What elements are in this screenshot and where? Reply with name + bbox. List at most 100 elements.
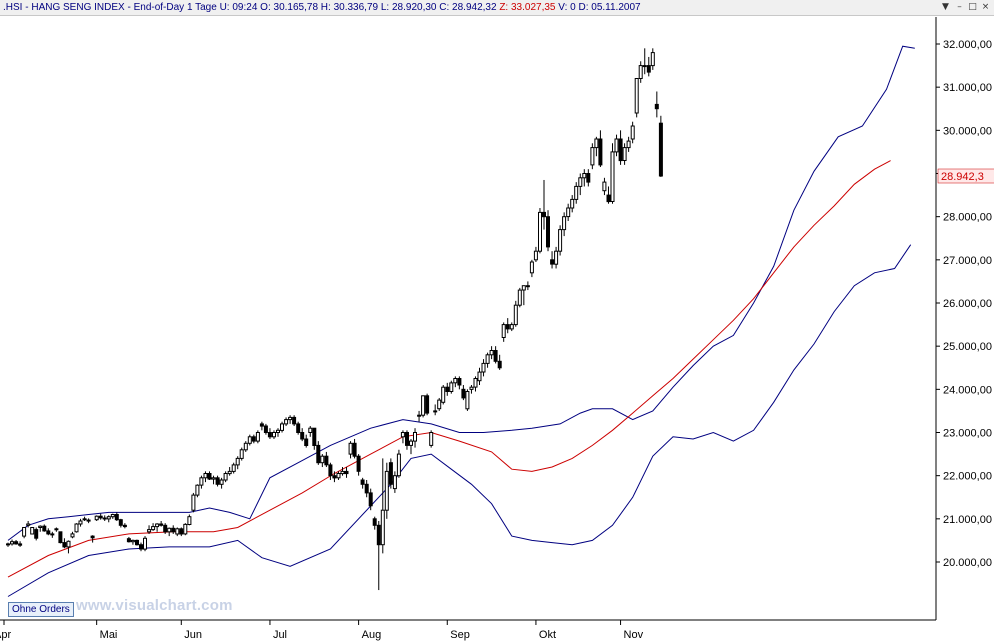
candle — [82, 516, 87, 521]
candle — [110, 513, 115, 519]
candle — [255, 430, 260, 444]
last-price-label: 28.942,3 — [941, 171, 984, 183]
candle-body-down — [332, 475, 337, 479]
y-tick-label: 31.000,00 — [943, 82, 992, 94]
candle-body-up — [433, 410, 438, 413]
candle — [485, 352, 490, 368]
candle-body-up — [409, 440, 413, 446]
candle-body-down — [263, 425, 268, 433]
y-tick-label: 20.000,00 — [943, 557, 992, 569]
candle — [400, 430, 405, 444]
candle-body-up — [130, 539, 135, 543]
candle-body-up — [94, 515, 99, 521]
candle — [429, 430, 434, 448]
candle — [538, 208, 542, 254]
candle-body-up — [429, 432, 434, 446]
candle-body-up — [22, 527, 27, 537]
candle-body-up — [453, 378, 458, 384]
candle-body-up — [203, 473, 208, 479]
candle — [340, 467, 345, 476]
candle — [143, 536, 147, 552]
y-tick-label: 23.000,00 — [943, 428, 992, 440]
candle — [38, 525, 43, 532]
candle — [574, 182, 579, 204]
x-tick-label: Aug — [362, 629, 382, 641]
candle — [501, 322, 506, 342]
candle — [332, 471, 337, 483]
candle-body-up — [384, 470, 389, 511]
candle-body-up — [320, 455, 325, 464]
candle-body-down — [292, 416, 297, 425]
candle-body-down — [493, 350, 498, 362]
candle-body-up — [477, 371, 482, 382]
y-tick-label: 22.000,00 — [943, 471, 992, 483]
candle-body-up — [525, 285, 530, 288]
candle-body-up — [650, 52, 655, 67]
candle-body-down — [312, 427, 317, 447]
candle-body-up — [574, 185, 579, 200]
candle-body-up — [336, 473, 341, 479]
candle — [243, 441, 248, 452]
candle-body-down — [135, 539, 139, 546]
candle-body-down — [316, 444, 321, 464]
candle-body-up — [469, 386, 474, 390]
minimize-icon[interactable]: – — [957, 2, 962, 12]
candle-body-up — [255, 432, 260, 442]
menu-dropdown-icon[interactable]: ▼ — [942, 2, 949, 12]
candle — [30, 527, 35, 535]
candle-body-up — [199, 477, 204, 486]
candle — [6, 542, 10, 547]
candle-body-down — [296, 423, 301, 433]
candle-body-down — [586, 173, 591, 183]
candle-body-up — [54, 528, 59, 531]
candle-body-up — [449, 382, 454, 392]
candle — [98, 513, 103, 520]
candle — [602, 177, 607, 196]
candle-body-down — [461, 388, 466, 399]
candle — [550, 251, 555, 269]
candle-body-down — [618, 138, 623, 162]
candle — [356, 454, 361, 476]
candle — [513, 300, 518, 327]
candle-body-up — [340, 470, 345, 475]
candle — [288, 415, 293, 424]
candle-body-down — [114, 514, 119, 521]
candle — [126, 536, 131, 543]
candle-body-down — [405, 432, 409, 446]
candle — [465, 389, 470, 411]
candle — [147, 525, 152, 534]
candle — [292, 415, 297, 427]
candle — [320, 454, 325, 468]
candle — [372, 516, 377, 530]
close-icon[interactable]: × — [981, 2, 990, 12]
candle — [384, 462, 389, 519]
candle-body-down — [82, 518, 87, 521]
ohne-orders-button[interactable]: Ohne Orders — [8, 602, 74, 617]
symbol: .HSI — [3, 2, 23, 13]
candle — [251, 434, 256, 444]
z-label: Z: — [499, 2, 509, 13]
header-text: .HSI - HANG SENG INDEX - End-of-Day 1 Ta… — [3, 2, 641, 13]
candle-body-up — [78, 520, 83, 525]
candle — [102, 515, 107, 521]
candle — [296, 421, 301, 435]
candle-body-down — [388, 462, 393, 485]
candle — [505, 318, 510, 334]
candle-body-up — [538, 211, 542, 252]
y-tick-label: 27.000,00 — [943, 255, 992, 267]
candle — [437, 397, 442, 411]
candle — [14, 539, 19, 545]
candle — [461, 385, 466, 401]
candle-body-down — [122, 524, 127, 528]
candle-body-up — [437, 399, 442, 410]
y-tick-label: 25.000,00 — [943, 341, 992, 353]
candle-body-up — [183, 523, 188, 535]
x-tick-label: Jul — [273, 629, 287, 641]
sep-2: - — [127, 2, 134, 13]
o-value: 30.165,78 — [273, 2, 319, 13]
candle-body-up — [630, 125, 635, 140]
candle-body-down — [328, 464, 333, 477]
maximize-icon[interactable]: □ — [968, 2, 977, 12]
candle-body-up — [481, 362, 486, 373]
